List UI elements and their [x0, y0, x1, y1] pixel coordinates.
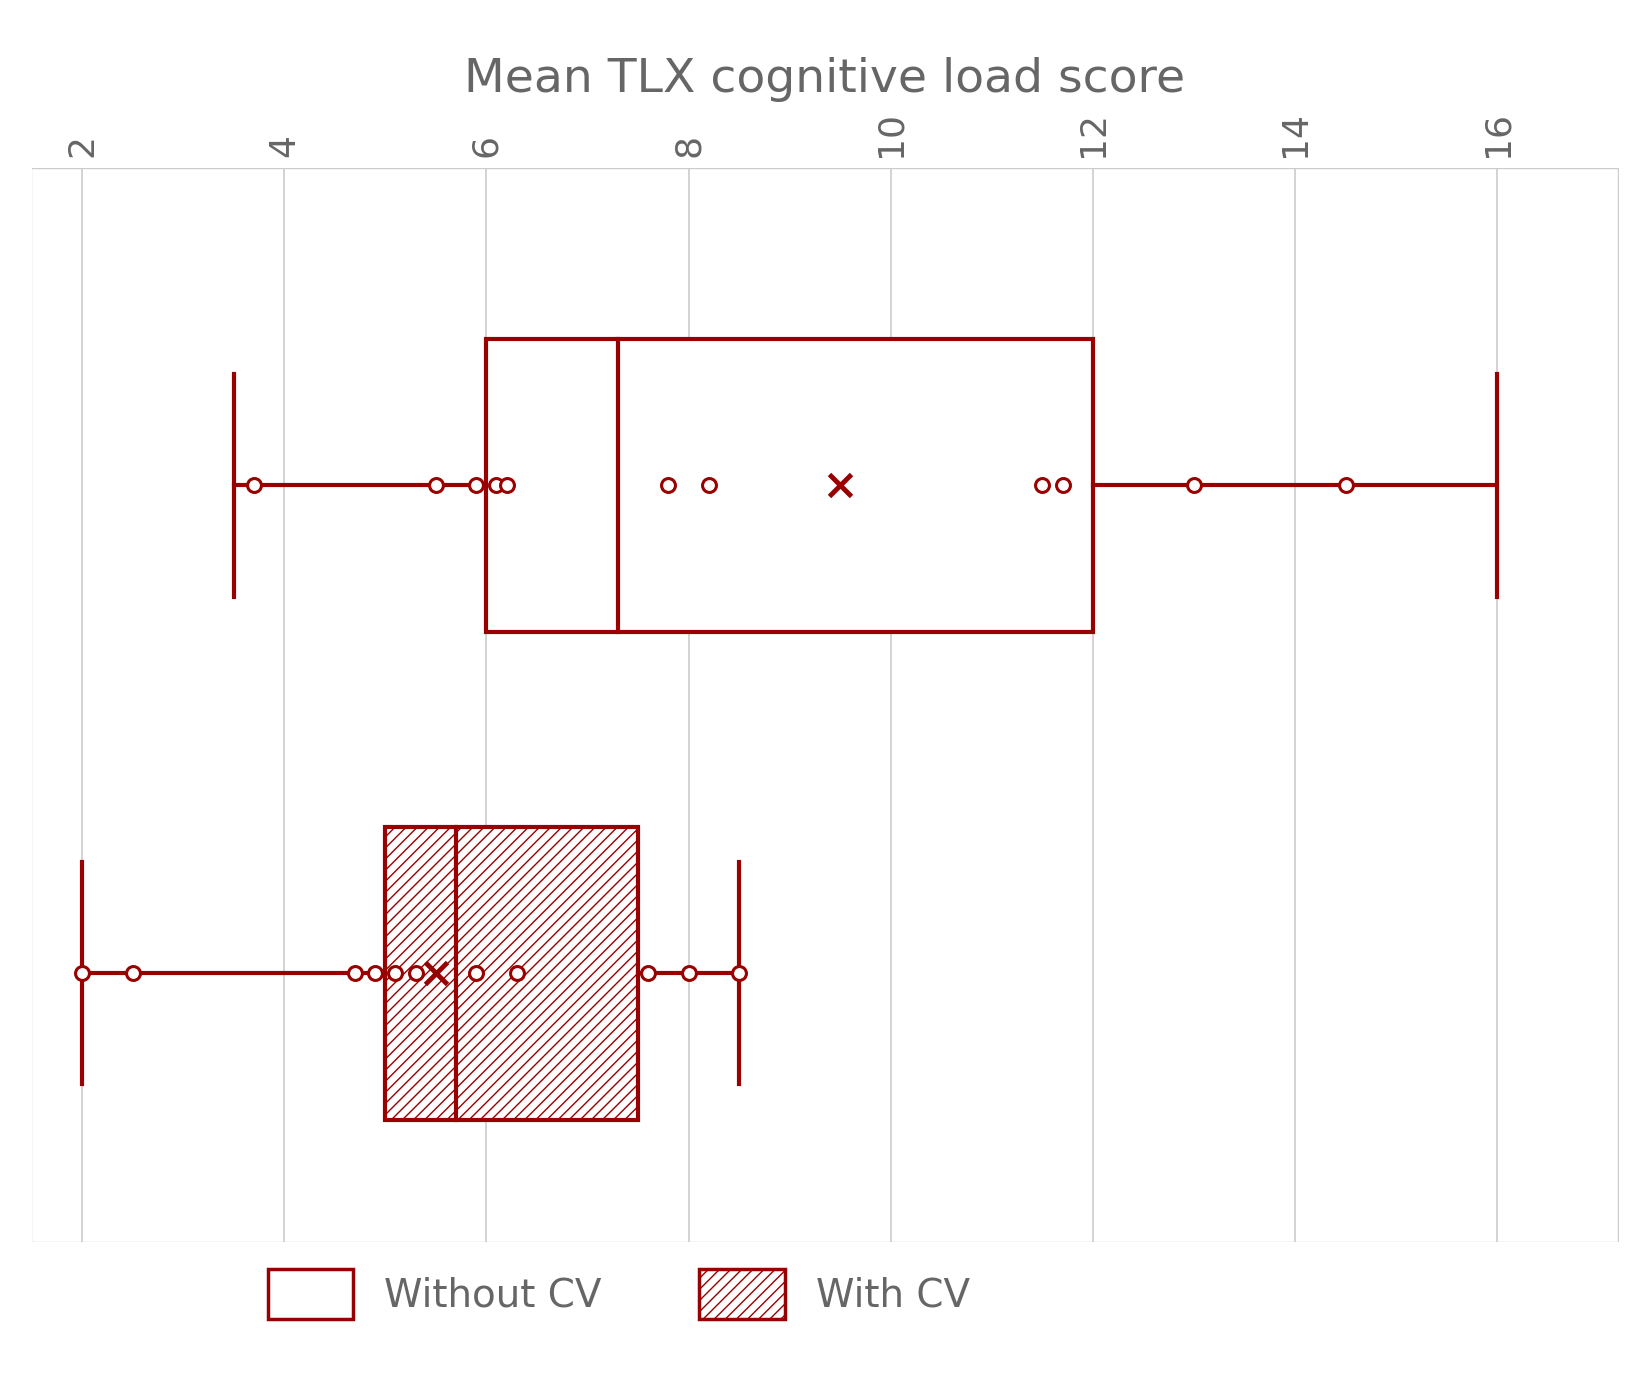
Bar: [487, 339, 1092, 632]
Legend: Without CV, With CV: Without CV, With CV: [267, 1268, 970, 1318]
Bar: [386, 826, 639, 1120]
Title: Mean TLX cognitive load score: Mean TLX cognitive load score: [464, 57, 1186, 101]
